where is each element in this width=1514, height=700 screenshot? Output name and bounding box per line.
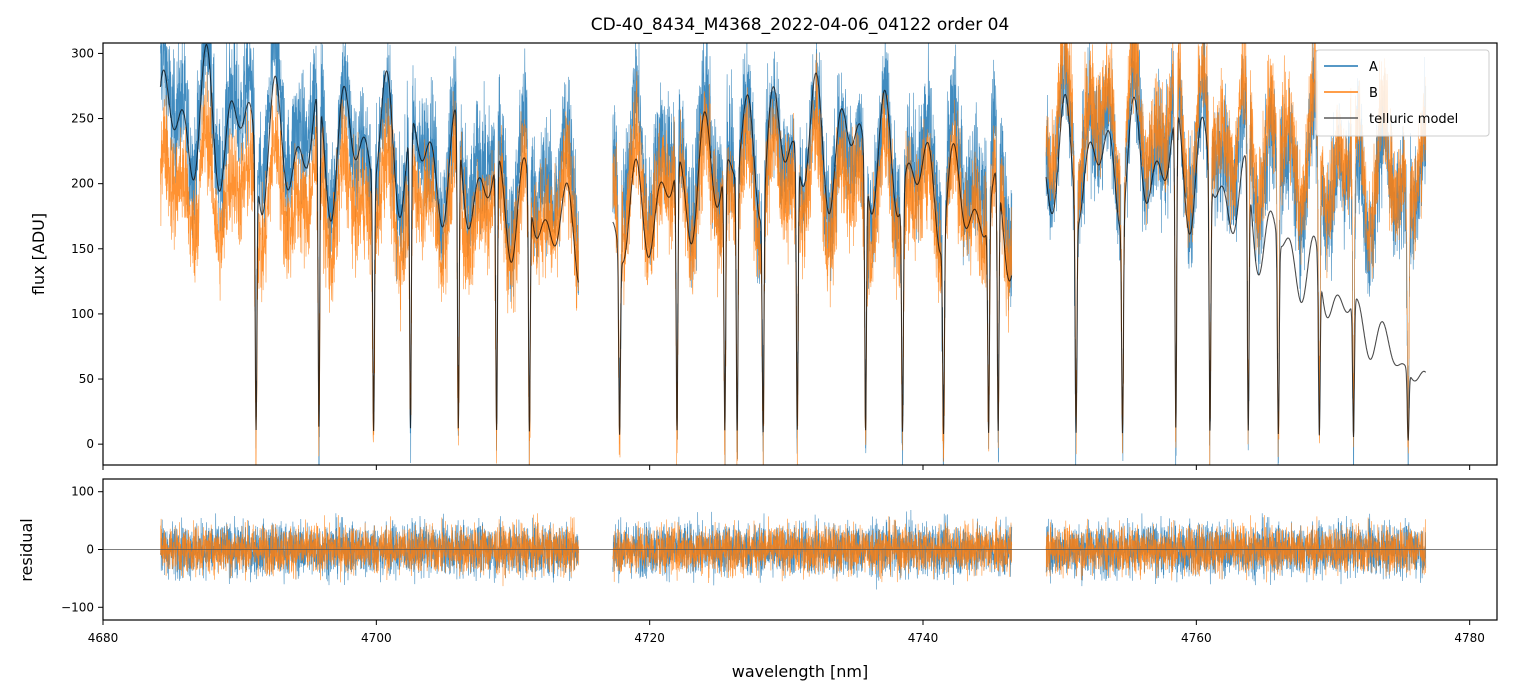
series-telluric-model-line-seg2 <box>1045 93 1427 441</box>
spectrum-axes: 0 50 100 150 200 250 300 <box>71 46 1471 470</box>
chart-title: CD-40_8434_M4368_2022-04-06_04122 order … <box>591 15 1010 35</box>
spectrum-y-tick-label: 100 <box>71 307 94 321</box>
residual-axes: −100 0 100 4680 4700 4720 4740 4760 4780 <box>61 485 1485 645</box>
series-telluric-model-line-seg0 <box>159 44 579 432</box>
x-tick-label: 4700 <box>361 631 392 645</box>
series-telluric-model-line-seg1 <box>612 72 1013 435</box>
series-b-line-seg2 <box>1045 43 1427 465</box>
x-tick-label: 4760 <box>1181 631 1212 645</box>
legend-label-a: A <box>1369 60 1378 75</box>
x-tick-label: 4740 <box>908 631 939 645</box>
spectrum-y-tick-label: 0 <box>86 437 94 451</box>
spectrum-axes-frame <box>102 42 1498 466</box>
spectrum-y-tick-label: 150 <box>71 242 94 256</box>
x-tick-label: 4680 <box>88 631 119 645</box>
chart-legend: A B telluric model <box>1315 49 1490 137</box>
spectrum-y-tick-label: 300 <box>71 46 94 60</box>
residual-plot-area <box>103 509 1497 590</box>
series-b-line-seg0 <box>160 71 579 465</box>
residual-b-line-seg0 <box>160 513 579 587</box>
spectrum-plot-area <box>159 43 1427 465</box>
residual-y-tick-label: −100 <box>61 600 94 614</box>
legend-label-telluric: telluric model <box>1369 112 1458 127</box>
spectrum-y-axis-label: flux [ADU] <box>29 213 48 295</box>
residual-b-line-seg2 <box>1045 515 1427 583</box>
spectrum-y-tick-label: 200 <box>71 177 94 191</box>
legend-label-b: B <box>1369 86 1378 101</box>
residual-y-tick-label: 100 <box>71 485 94 499</box>
residual-y-tick-label: 0 <box>86 543 94 557</box>
residual-y-axis-label: residual <box>17 518 36 581</box>
legend-box <box>1315 49 1490 137</box>
spectrum-y-tick-label: 50 <box>79 372 94 386</box>
x-axis-label: wavelength [nm] <box>732 662 869 681</box>
x-tick-label: 4780 <box>1454 631 1485 645</box>
x-tick-label: 4720 <box>634 631 665 645</box>
spectrum-y-tick-label: 250 <box>71 112 94 126</box>
